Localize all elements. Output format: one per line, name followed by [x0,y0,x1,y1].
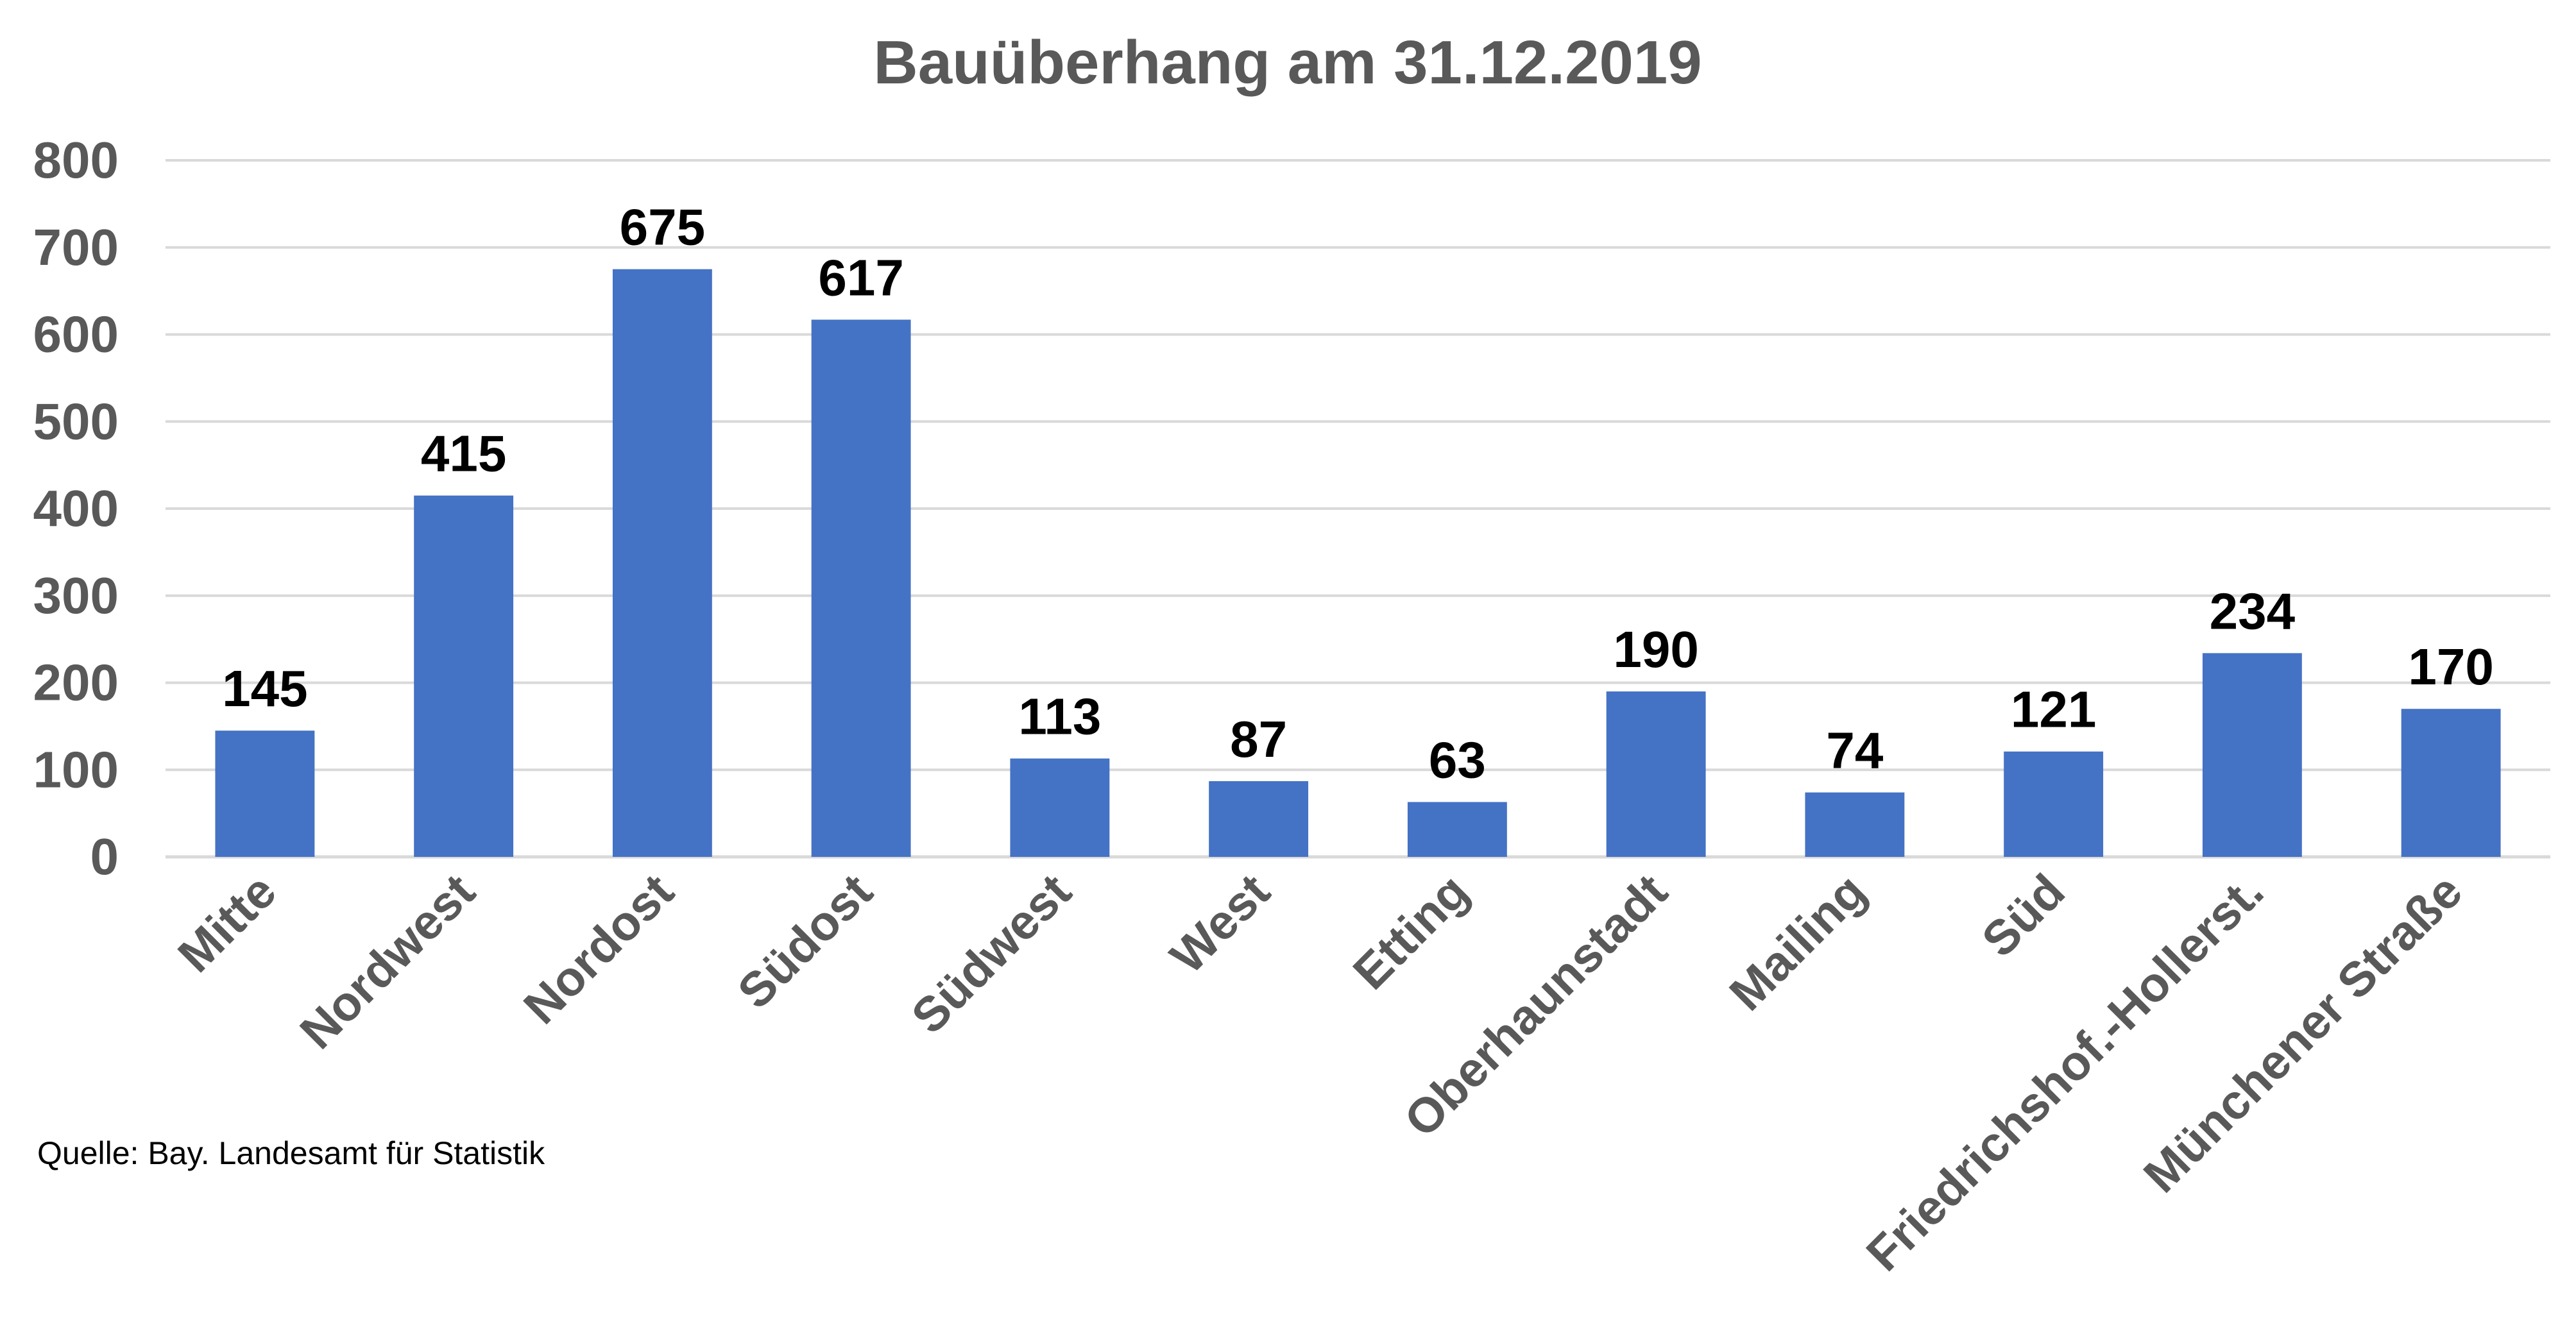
bar [414,495,514,857]
bar [1407,802,1507,857]
x-tick-label: Mitte [167,864,286,983]
x-tick-label: Friedrichshof.-Hollerst. [1856,864,2274,1281]
x-tick-label: Süd [1972,864,2076,968]
data-label: 617 [818,249,903,306]
data-label: 74 [1826,722,1883,779]
bar [2401,709,2501,857]
data-label: 113 [1018,688,1101,745]
y-tick-label: 300 [33,567,119,624]
data-label: 234 [2210,582,2296,639]
x-tick-label: Südwest [901,864,1082,1044]
bar [215,731,315,857]
bar [612,269,712,857]
data-labels: 145 415 675 617 113 87 63 190 74 121 234 170 [222,199,2494,789]
x-tick-label: Nordost [513,864,684,1035]
bar [1010,758,1110,857]
y-tick-label: 700 [33,219,119,276]
x-tick-label: West [1160,864,1281,985]
y-tick-label: 0 [90,828,119,885]
x-tick-label: Nordwest [290,864,486,1060]
y-tick-label: 400 [33,480,119,537]
bars [215,269,2501,857]
y-tick-label: 600 [33,306,119,363]
bar [1606,691,1706,857]
data-label: 675 [620,199,705,256]
data-label: 170 [2408,638,2493,695]
x-tick-label: Mailing [1719,864,1877,1021]
source-note: Quelle: Bay. Landesamt für Statistik [37,1135,545,1171]
x-axis-ticks: Mitte Nordwest Nordost Südost Südwest West Ett… [167,864,2473,1281]
x-tick-label: Etting [1343,864,1479,1000]
bar [811,319,911,857]
y-tick-label: 200 [33,654,119,711]
bar [2202,653,2302,857]
bar [1209,781,1309,857]
y-tick-label: 800 [33,131,119,189]
x-tick-label: Südost [728,864,883,1019]
bar [2004,751,2104,857]
data-label: 145 [222,660,307,717]
bar [1805,792,1905,857]
data-label: 121 [2011,681,2096,738]
gridlines [166,159,2550,859]
y-axis-ticks: 0 100 200 300 400 500 600 700 800 [33,131,119,885]
y-tick-label: 100 [33,741,119,798]
data-label: 63 [1429,731,1486,788]
data-label: 415 [421,425,506,482]
data-label: 190 [1613,621,1698,678]
data-label: 87 [1230,711,1287,768]
y-tick-label: 500 [33,393,119,450]
chart-title: Bauüberhang am 31.12.2019 [873,28,1702,97]
